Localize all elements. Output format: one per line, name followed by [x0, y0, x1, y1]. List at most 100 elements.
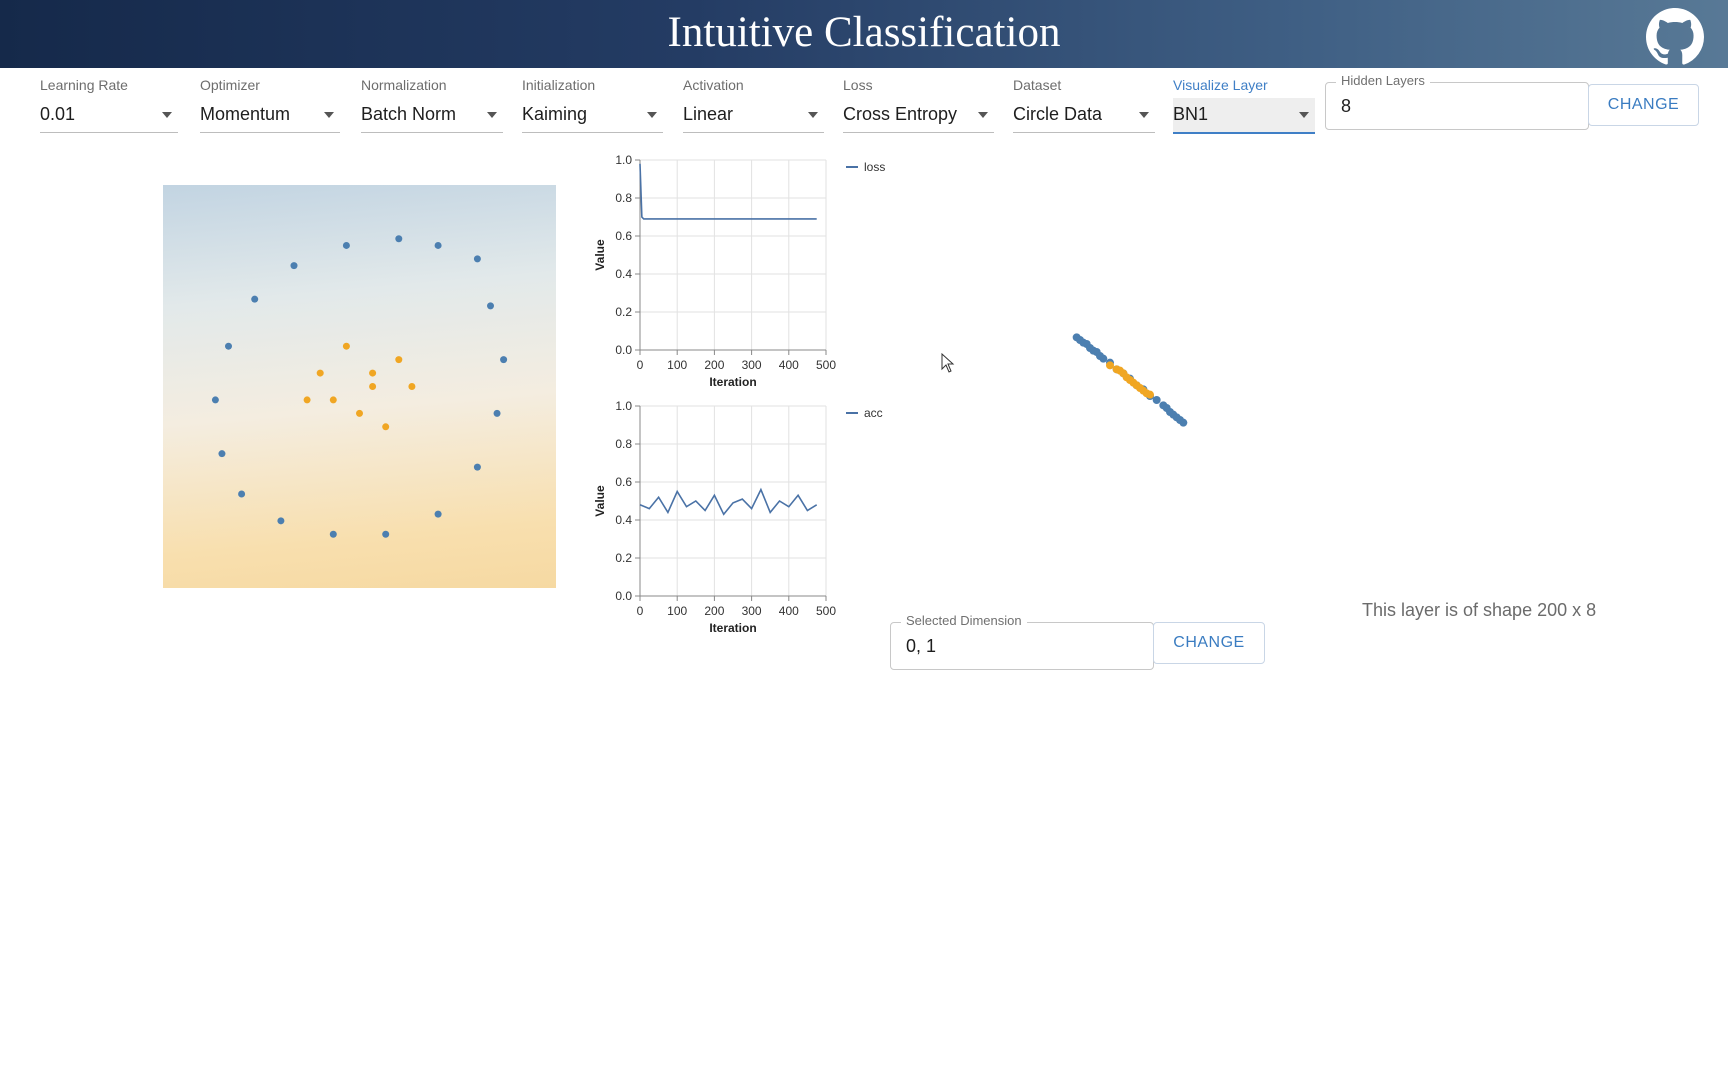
- selected-dimension-field[interactable]: Selected Dimension 0, 1: [890, 613, 1154, 670]
- select-underline: [361, 132, 503, 133]
- selected-dimension-value: 0, 1: [906, 636, 937, 656]
- scatter-point: [238, 490, 246, 498]
- x-tick-label: 500: [816, 358, 836, 372]
- legend-label: acc: [864, 406, 883, 420]
- initialization-select[interactable]: Initialization Kaiming: [522, 76, 663, 136]
- learning-rate-select[interactable]: Learning Rate 0.01: [40, 76, 178, 136]
- dropdown-arrow-icon: [978, 112, 988, 118]
- x-tick-label: 0: [637, 604, 644, 618]
- x-tick-label: 100: [667, 604, 687, 618]
- select-underline: [40, 132, 178, 133]
- x-tick-label: 200: [704, 358, 724, 372]
- accuracy-chart: 0 100 200 300 400 500 0.0 0.2 0.4 0.6 0.8 1.0 Iterat…: [593, 399, 883, 635]
- y-tick-label: 0.6: [615, 475, 632, 489]
- y-tick-label: 1.0: [615, 153, 632, 167]
- dropdown-arrow-icon: [647, 112, 657, 118]
- scatter-point: [473, 463, 481, 471]
- scatter-point: [369, 383, 377, 390]
- dataset-scatter: [211, 235, 508, 538]
- scatter-point: [342, 241, 350, 249]
- series-line: [639, 487, 818, 516]
- x-tick-label: 400: [779, 358, 799, 372]
- initialization-value: Kaiming: [522, 104, 588, 124]
- loss-select[interactable]: Loss Cross Entropy: [843, 76, 994, 136]
- select-underline: [200, 132, 340, 133]
- scatter-point: [329, 530, 337, 538]
- scatter-point: [493, 409, 501, 417]
- dataset-value: Circle Data: [1013, 104, 1103, 124]
- visualize-layer-select[interactable]: Visualize Layer BN1: [1173, 76, 1315, 136]
- series-line: [639, 163, 817, 220]
- optimizer-select[interactable]: Optimizer Momentum: [200, 76, 340, 136]
- github-icon[interactable]: [1646, 8, 1704, 66]
- dataset-label: Dataset: [1013, 77, 1062, 93]
- x-tick-label: 100: [667, 358, 687, 372]
- selected-dimension-label: Selected Dimension: [901, 613, 1027, 628]
- scatter-point: [382, 423, 390, 431]
- app-title: Intuitive Classification: [667, 9, 1061, 56]
- normalization-value: Batch Norm: [361, 104, 457, 124]
- hidden-layers-value: 8: [1341, 96, 1352, 116]
- select-underline: [1173, 132, 1315, 134]
- scatter-point: [1146, 390, 1154, 399]
- select-underline: [1013, 132, 1155, 133]
- scatter-point: [277, 517, 285, 525]
- decision-boundary-plot: [163, 185, 556, 588]
- scatter-point: [1106, 361, 1114, 370]
- scatter-point: [329, 396, 337, 404]
- x-tick-label: 500: [816, 604, 836, 618]
- hidden-layers-label: Hidden Layers: [1336, 73, 1430, 88]
- scatter-point: [356, 409, 363, 417]
- activation-select[interactable]: Activation Linear: [683, 76, 824, 136]
- select-focus-background: [1173, 98, 1315, 132]
- scatter-point: [434, 241, 442, 249]
- normalization-select[interactable]: Normalization Batch Norm: [361, 76, 503, 136]
- scatter-point: [500, 356, 508, 364]
- y-tick-label: 0.4: [615, 267, 632, 281]
- scatter-point: [1179, 418, 1188, 427]
- initialization-label: Initialization: [522, 77, 596, 93]
- visualize-layer-value: BN1: [1173, 104, 1209, 124]
- scatter-point: [395, 235, 403, 243]
- activation-value: Linear: [683, 104, 734, 124]
- scatter-point: [290, 262, 298, 270]
- scatter-point: [473, 255, 481, 263]
- dataset-select[interactable]: Dataset Circle Data: [1013, 76, 1155, 136]
- loss-label: Loss: [843, 77, 873, 93]
- scatter-point: [251, 295, 259, 303]
- dropdown-arrow-icon: [1299, 112, 1309, 118]
- hidden-layers-field[interactable]: Hidden Layers 8: [1325, 73, 1589, 130]
- scatter-point: [369, 369, 377, 377]
- select-underline: [522, 132, 663, 133]
- scatter-point: [1152, 396, 1161, 404]
- scatter-point: [408, 383, 416, 390]
- x-tick-label: 300: [742, 604, 762, 618]
- y-tick-label: 0.0: [615, 343, 632, 357]
- change-dimension-button[interactable]: CHANGE: [1153, 622, 1265, 664]
- layer-shape-text: This layer is of shape 200 x 8: [1362, 600, 1597, 620]
- learning-rate-label: Learning Rate: [40, 77, 128, 93]
- x-tick-label: 400: [779, 604, 799, 618]
- scatter-point: [382, 530, 390, 538]
- change-hidden-layers-button[interactable]: CHANGE: [1588, 84, 1699, 126]
- scatter-point: [211, 396, 219, 404]
- loss-chart: 0 100 200 300 400 500 0.0 0.2 0.4 0.6 0.8 1.0 Iterat…: [593, 153, 885, 389]
- y-tick-label: 0.4: [615, 513, 632, 527]
- select-underline: [683, 132, 824, 133]
- scatter-point: [395, 356, 403, 364]
- y-axis-title: Value: [593, 485, 607, 517]
- dropdown-arrow-icon: [808, 112, 818, 118]
- y-tick-label: 1.0: [615, 399, 632, 413]
- x-tick-label: 0: [637, 358, 644, 372]
- loss-value: Cross Entropy: [843, 104, 958, 124]
- y-tick-label: 0.2: [615, 551, 632, 565]
- scatter-point: [487, 302, 494, 310]
- mouse-cursor-icon: [941, 353, 955, 373]
- x-axis-title: Iteration: [709, 621, 756, 635]
- scatter-point: [1099, 354, 1108, 363]
- learning-rate-value: 0.01: [40, 104, 76, 124]
- y-tick-label: 0.6: [615, 229, 632, 243]
- legend-label: loss: [864, 160, 885, 174]
- y-tick-label: 0.0: [615, 589, 632, 603]
- scatter-point: [225, 342, 232, 350]
